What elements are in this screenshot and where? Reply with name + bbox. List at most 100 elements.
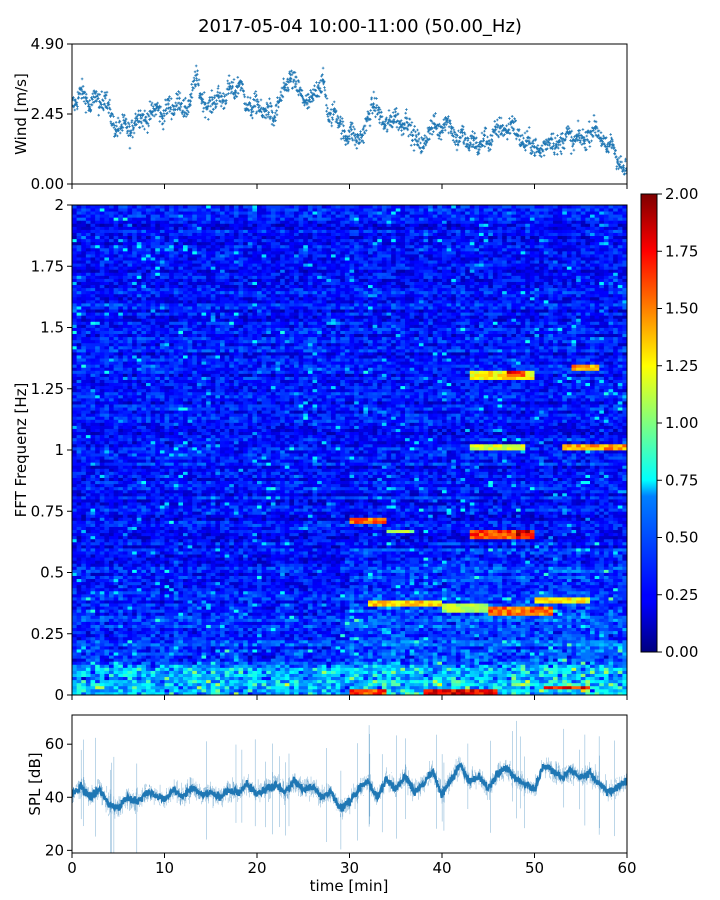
wind-point xyxy=(349,128,353,132)
spectrogram-cell xyxy=(196,615,202,619)
spectrogram-cell xyxy=(539,590,545,595)
spectrogram-cell xyxy=(215,609,221,613)
spectrogram-cell xyxy=(201,584,207,589)
spectrogram-cell xyxy=(136,639,142,644)
spectrogram-cell xyxy=(229,661,235,665)
spectrogram-cell xyxy=(418,658,424,662)
spectrogram-cell xyxy=(529,572,535,576)
spectrogram-cell xyxy=(405,667,411,671)
spectrogram-cell xyxy=(363,618,369,622)
spectrogram-cell xyxy=(192,652,198,656)
spectrogram-cell xyxy=(90,661,96,665)
spectrogram-cell xyxy=(372,572,378,576)
spectrogram-cell xyxy=(594,670,600,674)
spectrogram-cell xyxy=(252,685,258,690)
spectrogram-cell xyxy=(590,646,596,650)
spectrogram-cell xyxy=(335,652,341,656)
spectrogram-cell xyxy=(455,621,461,625)
spectrogram-cell xyxy=(344,575,350,580)
spectrogram-cell xyxy=(566,642,572,647)
spectrogram-cell xyxy=(460,673,466,678)
spectrogram-cell xyxy=(192,624,198,629)
spectrogram-cell xyxy=(613,590,619,595)
spectrogram-cell xyxy=(571,618,577,622)
spectrogram-cell xyxy=(571,593,577,598)
spectrogram-cell xyxy=(520,593,526,598)
spectrogram-cell xyxy=(321,649,327,653)
spectrogram-cell xyxy=(358,682,364,687)
spectrogram-cell xyxy=(95,658,101,662)
spectrogram-cell xyxy=(317,578,323,583)
spectrogram-cell xyxy=(289,572,295,576)
spectrogram-cell xyxy=(233,627,239,632)
spectrogram-cell xyxy=(451,649,457,653)
spectrogram-cell xyxy=(266,597,272,601)
spectrogram-cell xyxy=(349,621,355,625)
spectrogram-cell xyxy=(146,569,152,573)
spectrogram-cell xyxy=(502,682,508,687)
spectrogram-cell xyxy=(594,655,600,659)
spectrogram-cell xyxy=(247,688,253,693)
spectrogram-cell xyxy=(451,572,457,576)
spectrogram-cell xyxy=(340,646,346,650)
spectrogram-cell xyxy=(243,658,249,662)
spectrogram-cell xyxy=(150,658,156,662)
spectrogram-cell xyxy=(548,603,554,607)
spectrogram-cell xyxy=(206,590,212,595)
spectrogram-cell xyxy=(455,600,461,604)
spectrogram-cell xyxy=(548,584,554,589)
spectrogram-cell xyxy=(590,685,596,690)
spectrogram-cell xyxy=(585,584,591,589)
spectrogram-cell xyxy=(395,630,401,635)
spectrogram-cell xyxy=(539,575,545,580)
spectrogram-cell xyxy=(155,649,161,653)
spectrogram-cell xyxy=(585,603,591,607)
spectrogram-cell xyxy=(113,646,119,650)
spectrogram-cell xyxy=(317,581,323,586)
wind-marker-cloud xyxy=(72,64,627,176)
spectrogram-cell xyxy=(516,652,522,656)
spectrogram-cell xyxy=(215,575,221,580)
spectrogram-cell xyxy=(178,642,184,647)
spectrogram-cell xyxy=(275,667,281,671)
spectrogram-cell xyxy=(294,682,300,687)
spectrogram-cell xyxy=(340,676,346,681)
spectrogram-cell xyxy=(391,593,397,598)
spectrogram-cell xyxy=(187,667,193,671)
spectrogram-cell xyxy=(497,633,503,638)
spectrogram-cell xyxy=(141,646,147,650)
spectrogram-cell xyxy=(335,685,341,690)
spectrogram-cell xyxy=(122,603,128,607)
spectrogram-cell xyxy=(85,572,91,576)
spectrogram-cell xyxy=(81,606,87,610)
spectrogram-cell xyxy=(90,670,96,674)
wind-point xyxy=(521,142,525,146)
spectrogram-cell xyxy=(358,639,364,644)
spectrogram-cell xyxy=(437,642,443,647)
spectrogram-cell xyxy=(377,584,383,589)
spectrogram-cell xyxy=(224,590,230,595)
spectrogram-cell xyxy=(571,679,577,684)
spectrogram-cell xyxy=(511,618,517,622)
spectrogram-cell xyxy=(488,587,494,592)
spectrogram-cell xyxy=(622,584,627,589)
spectrogram-cell xyxy=(534,652,540,656)
spectrogram-cell xyxy=(307,603,313,607)
spectrogram-cell xyxy=(580,673,586,678)
spectrogram-cell xyxy=(284,624,290,629)
spectrogram-cell xyxy=(465,627,471,632)
spectrogram-cell xyxy=(566,664,572,668)
spectrogram-cell xyxy=(81,630,87,635)
spectrogram-cell xyxy=(539,593,545,598)
spectrogram-cell xyxy=(224,627,230,632)
spectrogram-cell xyxy=(99,636,105,641)
spectrogram-cell xyxy=(451,624,457,629)
spectrogram-cell xyxy=(580,593,586,598)
spectrogram-cell xyxy=(465,658,471,662)
spectrogram-cell xyxy=(141,682,147,687)
spectrogram-cell xyxy=(307,578,313,583)
spectrogram-cell xyxy=(104,578,110,583)
spectrogram-cell xyxy=(566,676,572,681)
spectrogram-cell xyxy=(483,664,489,668)
spectrogram-cell xyxy=(118,636,124,641)
